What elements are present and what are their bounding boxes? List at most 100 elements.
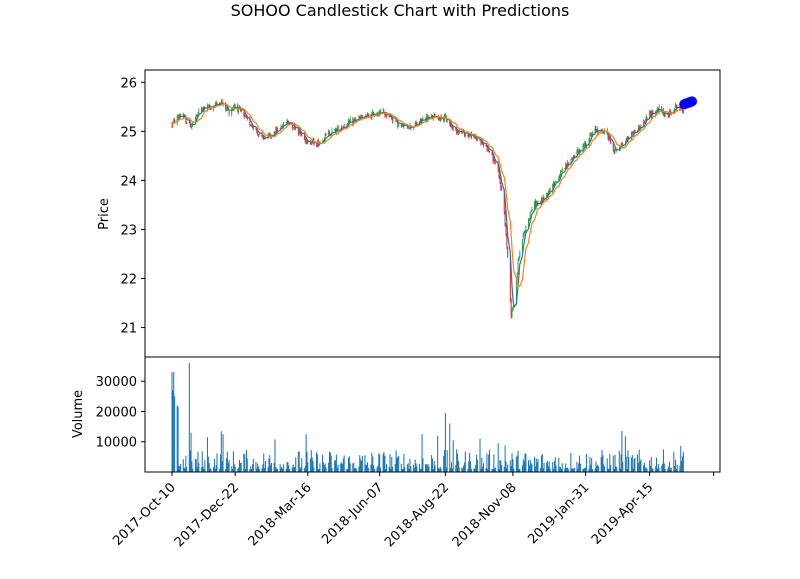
candle-body xyxy=(669,110,671,113)
candle-body xyxy=(422,118,424,120)
volume-bar xyxy=(190,432,192,472)
candle-body xyxy=(621,144,623,146)
volume-bar xyxy=(476,454,478,472)
volume-bar xyxy=(226,451,228,472)
candle-body xyxy=(495,163,497,165)
volume-bar xyxy=(255,461,257,472)
candle-body xyxy=(565,164,567,169)
candle-body xyxy=(643,121,644,128)
volume-bar xyxy=(511,453,513,472)
candle-body xyxy=(342,127,343,129)
volume-bar xyxy=(370,464,372,472)
volume-bar xyxy=(667,468,669,472)
candle-body xyxy=(552,183,554,192)
volume-bar xyxy=(182,459,184,472)
volume-bar xyxy=(573,467,575,472)
candle-body xyxy=(322,141,324,142)
candle-body xyxy=(283,122,285,126)
candle-body xyxy=(561,168,563,172)
candle-body xyxy=(608,138,610,139)
volume-bar xyxy=(343,455,345,472)
volume-bar xyxy=(504,445,506,472)
volume-bar xyxy=(372,456,374,472)
volume-bar xyxy=(450,467,452,472)
candle-body xyxy=(420,118,422,122)
volume-bar xyxy=(509,460,511,472)
candle-body xyxy=(498,170,500,178)
volume-bar xyxy=(292,464,294,472)
candle-body xyxy=(394,120,396,122)
candle-body xyxy=(609,137,611,139)
candle-body xyxy=(245,116,246,117)
candle-body xyxy=(200,108,202,112)
candle-body xyxy=(397,121,399,127)
volume-bar xyxy=(325,467,327,472)
volume-bar xyxy=(476,459,478,472)
volume-bar xyxy=(347,457,350,472)
volume-bar xyxy=(630,457,632,472)
volume-bar xyxy=(195,459,197,472)
candle-body xyxy=(464,133,466,136)
volume-bar xyxy=(510,465,512,472)
volume-bar xyxy=(622,462,624,472)
volume-bar xyxy=(645,467,647,472)
volume-bar xyxy=(616,467,618,472)
candle-body xyxy=(627,136,629,140)
candle-body xyxy=(336,127,338,129)
volume-bar xyxy=(633,458,635,472)
volume-bar xyxy=(376,467,378,472)
volume-bar xyxy=(658,467,660,472)
volume-bar xyxy=(413,467,415,472)
candle-body xyxy=(493,159,495,162)
candle-body xyxy=(289,123,291,125)
candle-body xyxy=(328,132,330,135)
volume-bar xyxy=(328,462,330,472)
volume-bar xyxy=(391,456,393,472)
volume-bar xyxy=(577,468,579,472)
volume-bar xyxy=(203,468,205,472)
candle-body xyxy=(385,112,387,116)
volume-panel xyxy=(171,363,684,472)
volume-bar xyxy=(457,453,459,472)
volume-bar xyxy=(650,456,652,472)
volume-bar xyxy=(491,468,493,472)
candle-body xyxy=(240,109,242,113)
volume-bar xyxy=(317,468,319,472)
volume-bar xyxy=(383,452,385,472)
candle-body xyxy=(589,134,591,140)
volume-bar xyxy=(643,465,645,472)
volume-bar xyxy=(638,449,640,472)
candle-body xyxy=(280,126,282,129)
volume-bar xyxy=(597,464,599,472)
volume-bar xyxy=(534,466,536,472)
volume-bar xyxy=(595,461,597,472)
volume-bar xyxy=(640,459,642,472)
candle-body xyxy=(258,132,260,135)
volume-bar xyxy=(172,390,174,472)
candle-body xyxy=(682,110,684,113)
volume-bar xyxy=(607,468,609,472)
volume-bar xyxy=(540,468,542,472)
volume-bar xyxy=(225,458,228,472)
candle-body xyxy=(479,139,481,142)
candle-body xyxy=(483,143,484,145)
candle-body xyxy=(403,125,405,127)
volume-bar xyxy=(583,468,585,472)
candle-body xyxy=(512,306,514,311)
candle-body xyxy=(560,170,561,178)
volume-bar xyxy=(258,466,260,472)
candle-body xyxy=(549,189,551,192)
volume-bar xyxy=(249,468,251,472)
volume-bar xyxy=(402,468,404,472)
volume-bar xyxy=(273,463,275,472)
volume-bar xyxy=(661,465,663,472)
volume-bar xyxy=(306,451,308,472)
volume-bar xyxy=(209,468,211,472)
candle-body xyxy=(457,131,458,133)
candle-body xyxy=(585,143,587,147)
volume-bar xyxy=(310,450,312,472)
volume-bar xyxy=(567,468,569,472)
volume-bar xyxy=(591,468,594,472)
volume-bar xyxy=(561,463,563,472)
candle-body xyxy=(456,128,458,133)
